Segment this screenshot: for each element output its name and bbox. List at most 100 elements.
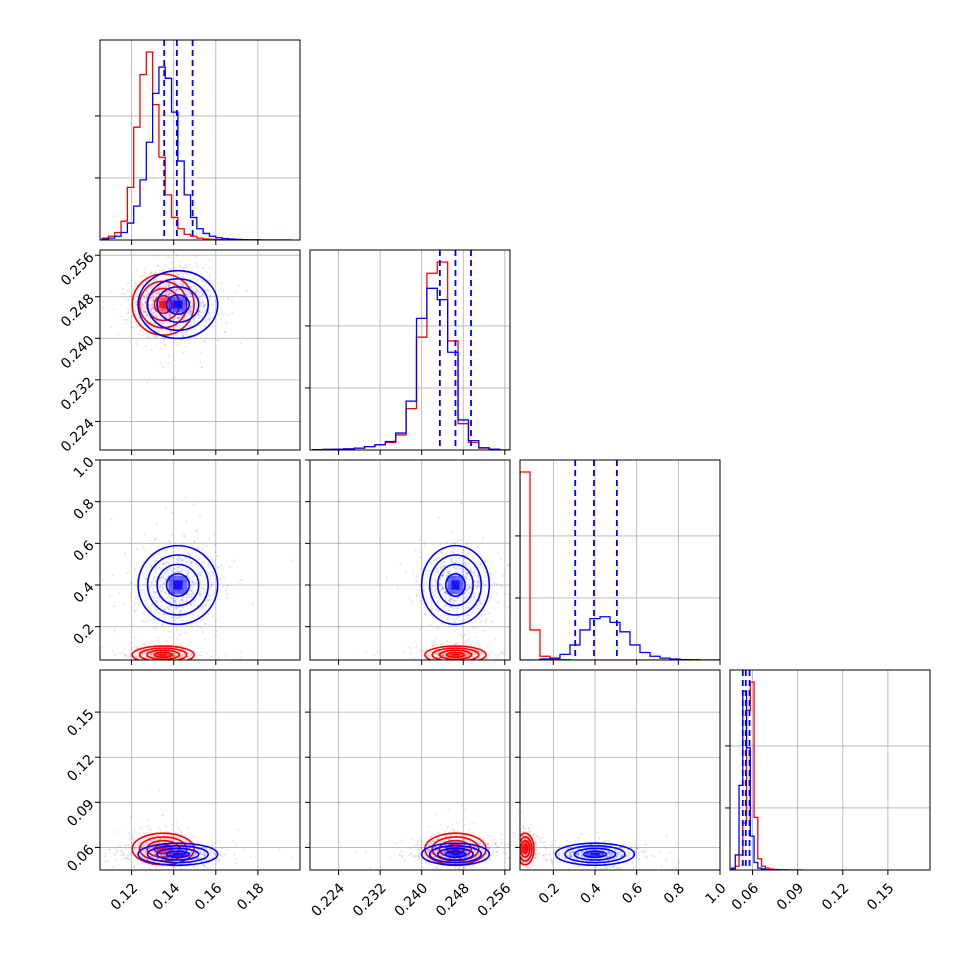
- sample-red-2-0-598: [158, 663, 160, 665]
- sample-red-3-0-392: [162, 834, 165, 837]
- sample-blue-2-1-141: [443, 590, 446, 593]
- sample-blue-1-0-10: [184, 293, 187, 296]
- sample-blue-2-1-187: [436, 571, 439, 574]
- sample-blue-1-0-361: [156, 318, 159, 321]
- sample-blue-1-0-466: [132, 326, 135, 329]
- sample-blue-1-0-328: [224, 330, 227, 333]
- sample-blue-1-0-487: [153, 336, 156, 339]
- sample-blue-2-0-433: [170, 568, 172, 570]
- sample-blue-2-0-498: [154, 538, 157, 541]
- sample-blue-2-0-355: [182, 600, 185, 603]
- panel-content-0-0: [100, 40, 300, 240]
- sample-blue-1-0-643: [196, 289, 199, 292]
- sample-blue-2-0-32: [198, 595, 201, 598]
- sample-red-2-1-587: [441, 654, 444, 657]
- sample-blue-1-0-580: [139, 276, 142, 279]
- sample-blue-2-1-326: [465, 587, 468, 590]
- sample-red-2-0-282: [184, 653, 186, 656]
- sample-red-1-0-13: [155, 315, 158, 318]
- sample-blue-2-0-283: [192, 586, 195, 589]
- sample-blue-1-0-134: [154, 316, 157, 319]
- sample-blue-2-0-544: [156, 619, 159, 622]
- sample-blue-2-0-529: [159, 567, 162, 570]
- sample-blue-2-1-162: [418, 538, 421, 541]
- sample-blue-2-1-637: [456, 641, 459, 644]
- sample-blue-1-0-163: [165, 312, 168, 315]
- sample-red-1-0-190: [135, 340, 138, 343]
- sample-blue-2-0-417: [185, 596, 188, 599]
- sample-blue-1-0-306: [147, 315, 150, 318]
- sample-red-2-1-33: [461, 660, 463, 662]
- sample-blue-1-0-67: [160, 297, 163, 300]
- sample-blue-2-0-174: [172, 570, 174, 573]
- sample-blue-1-0-537: [155, 314, 157, 317]
- sample-blue-2-0-351: [195, 530, 198, 533]
- sample-blue-2-0-70: [194, 580, 197, 583]
- sample-blue-2-0-286: [157, 596, 160, 599]
- sample-red-2-0-193: [134, 655, 137, 658]
- sample-red-2-0-7: [180, 653, 183, 656]
- sample-red-2-1-57: [444, 653, 447, 656]
- sample-red-2-0-362: [174, 655, 176, 658]
- sample-blue-2-0-452: [172, 557, 175, 560]
- sample-blue-1-0-301: [167, 313, 170, 316]
- sample-red-1-0-579: [127, 308, 130, 310]
- sample-red-2-1-235: [414, 657, 417, 660]
- sample-blue-1-0-353: [206, 288, 209, 291]
- sample-red-2-1-155: [463, 651, 466, 654]
- sample-blue-2-1-109: [458, 565, 461, 568]
- sample-red-1-0-648: [173, 281, 176, 284]
- sample-blue-2-1-218: [500, 584, 502, 587]
- sample-red-2-1-185: [449, 662, 451, 664]
- sample-blue-2-0-13: [154, 560, 157, 562]
- sample-blue-3-0-143: [214, 842, 217, 845]
- sample-red-2-0-405: [142, 654, 145, 657]
- sample-red-2-1-22: [474, 652, 477, 655]
- sample-red-2-0-536: [173, 653, 176, 656]
- sample-blue-2-1-426: [433, 577, 436, 580]
- sample-blue-1-0-530: [204, 325, 207, 328]
- sample-blue-1-0-216: [168, 294, 171, 297]
- sample-red-2-0-526: [224, 654, 227, 657]
- sample-blue-2-1-261: [489, 578, 492, 581]
- sample-red-1-0-37: [152, 295, 155, 298]
- sample-blue-2-1-41: [451, 605, 454, 608]
- sample-blue-2-0-482: [170, 605, 173, 608]
- sample-red-1-0-501: [135, 300, 138, 303]
- sample-blue-2-1-85: [446, 604, 449, 607]
- sample-blue-2-1-293: [461, 598, 464, 601]
- sample-blue-2-1-345: [456, 566, 459, 569]
- sample-red-1-0-462: [126, 300, 129, 303]
- sample-red-2-1-135: [422, 649, 424, 651]
- sample-blue-1-0-98: [168, 312, 171, 315]
- sample-blue-2-1-494: [453, 621, 456, 624]
- sample-blue-2-0-176: [187, 596, 189, 599]
- sample-red-1-0-180: [185, 345, 188, 348]
- sample-red-1-0-589: [167, 312, 170, 315]
- sample-red-3-0-365: [119, 845, 122, 848]
- sample-blue-1-0-520: [182, 282, 185, 285]
- sample-red-3-0-86: [131, 835, 134, 838]
- sample-red-1-0-368: [193, 285, 195, 288]
- sample-red-1-0-256: [149, 321, 152, 324]
- sample-red-1-0-631: [145, 312, 148, 315]
- sample-blue-2-0-0: [163, 581, 166, 584]
- sample-red-1-0-444: [159, 269, 162, 272]
- sample-blue-2-1-369: [396, 587, 399, 590]
- sample-red-2-0-81: [177, 660, 179, 662]
- sample-red-1-0-56: [155, 292, 158, 294]
- panel-content-1-0: [100, 250, 300, 450]
- sample-blue-1-0-341: [134, 281, 136, 284]
- sample-blue-2-1-172: [478, 600, 481, 603]
- sample-blue-2-0-6: [207, 675, 209, 677]
- sample-blue-1-0-233: [190, 285, 193, 288]
- sample-blue-2-0-518: [190, 584, 193, 587]
- sample-red-3-0-326: [113, 852, 116, 855]
- sample-blue-2-1-313: [463, 575, 466, 578]
- sample-red-1-0-309: [150, 308, 153, 311]
- sample-blue-2-0-358: [102, 579, 105, 582]
- sample-blue-1-0-453: [102, 307, 105, 310]
- sample-blue-2-1-148: [415, 580, 418, 583]
- sample-blue-2-1-394: [439, 589, 442, 592]
- sample-red-2-1-584: [467, 654, 470, 657]
